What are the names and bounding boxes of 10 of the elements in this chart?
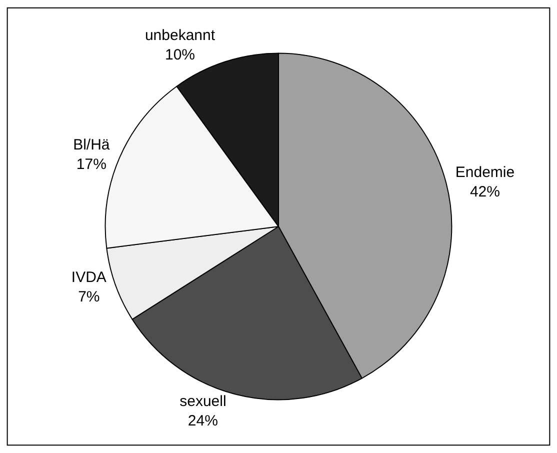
- slice-label: Endemie: [455, 164, 515, 182]
- slice-label: sexuell: [180, 393, 226, 410]
- slice-label: IVDA: [71, 269, 106, 286]
- slice-label: unbekannt: [144, 27, 216, 44]
- data-label: 42%: [470, 184, 500, 201]
- slice-label: Bl/Hä: [73, 136, 110, 154]
- data-label: 7%: [78, 288, 100, 306]
- data-label: 24%: [188, 412, 218, 430]
- data-label: 17%: [76, 156, 106, 174]
- data-label: 10%: [164, 46, 196, 64]
